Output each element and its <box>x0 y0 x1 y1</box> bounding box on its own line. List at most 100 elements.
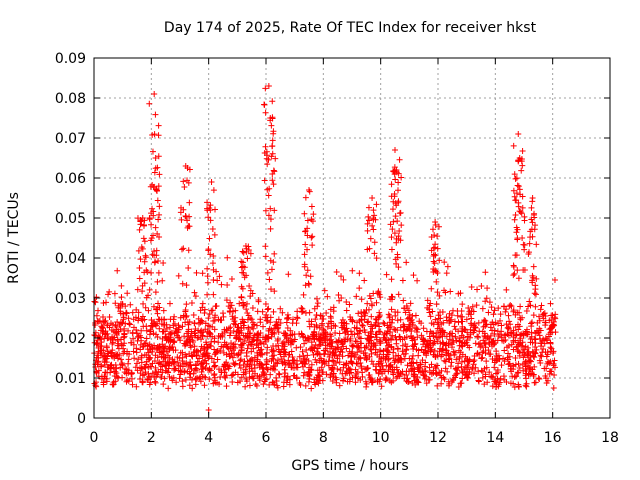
data-point <box>244 255 251 262</box>
data-point <box>224 281 231 288</box>
data-point <box>436 315 443 322</box>
data-point <box>294 315 301 322</box>
data-point <box>269 150 276 157</box>
data-point <box>244 310 251 317</box>
data-point <box>332 345 339 352</box>
data-point <box>209 323 216 330</box>
data-point <box>385 356 392 363</box>
data-point <box>218 317 225 324</box>
data-point <box>512 197 519 204</box>
data-point <box>399 277 406 284</box>
data-point <box>431 338 438 345</box>
data-point <box>441 376 448 383</box>
data-point <box>514 348 521 355</box>
data-point <box>516 186 523 193</box>
data-point <box>204 333 211 340</box>
data-point <box>475 377 482 384</box>
data-point <box>403 302 410 309</box>
data-point <box>221 369 228 376</box>
data-point <box>279 358 286 365</box>
data-point <box>181 342 188 349</box>
data-point <box>420 349 427 356</box>
data-point <box>118 294 125 301</box>
data-point <box>126 320 133 327</box>
data-point <box>465 304 472 311</box>
data-point <box>299 348 306 355</box>
data-point <box>139 245 146 252</box>
data-point <box>154 343 161 350</box>
data-point <box>177 349 184 356</box>
data-point <box>206 311 213 318</box>
data-point <box>434 338 441 345</box>
data-point <box>489 343 496 350</box>
data-point <box>262 334 269 341</box>
data-point <box>394 327 401 334</box>
data-point <box>152 224 159 231</box>
data-point <box>155 300 162 307</box>
data-point <box>377 329 384 336</box>
data-point <box>240 324 247 331</box>
data-point <box>388 379 395 386</box>
data-point <box>97 347 104 354</box>
data-point <box>336 382 343 389</box>
data-point <box>437 340 444 347</box>
data-point <box>286 360 293 367</box>
data-point <box>352 379 359 386</box>
data-point <box>444 368 451 375</box>
data-point <box>482 269 489 276</box>
data-point <box>268 326 275 333</box>
data-point <box>160 260 167 267</box>
data-point <box>352 373 359 380</box>
data-point <box>166 324 173 331</box>
data-point <box>303 272 310 279</box>
data-point <box>437 309 444 316</box>
data-point <box>302 356 309 363</box>
data-point <box>305 280 312 287</box>
data-point <box>267 257 274 264</box>
data-point <box>151 91 158 97</box>
data-point <box>138 352 145 359</box>
data-point <box>154 278 161 285</box>
data-point <box>135 247 142 254</box>
data-point <box>150 208 157 215</box>
data-point <box>126 321 133 328</box>
data-point <box>358 348 365 355</box>
data-point <box>230 320 237 327</box>
data-point <box>468 315 475 322</box>
data-point <box>286 381 293 388</box>
data-point <box>155 122 162 129</box>
data-point <box>175 272 182 279</box>
data-point <box>262 243 269 250</box>
data-point <box>365 372 372 379</box>
data-point <box>393 167 400 173</box>
data-point <box>388 319 395 326</box>
data-point <box>226 332 233 339</box>
data-point <box>396 156 403 163</box>
data-point <box>511 171 518 178</box>
data-point <box>222 374 229 381</box>
data-point <box>109 340 116 347</box>
data-point <box>368 321 375 328</box>
x-tick-label: 14 <box>486 430 504 446</box>
data-point <box>119 300 126 307</box>
data-point <box>264 306 271 313</box>
data-point <box>218 281 225 288</box>
data-point <box>395 291 402 298</box>
data-point <box>514 369 521 376</box>
data-point <box>333 269 340 276</box>
data-point <box>505 325 512 332</box>
data-point <box>365 204 372 211</box>
data-point <box>538 340 545 347</box>
data-point <box>160 321 167 328</box>
data-point <box>392 357 399 364</box>
data-point <box>257 316 264 323</box>
data-point <box>312 316 319 323</box>
data-point <box>270 259 277 266</box>
data-point <box>104 321 111 328</box>
data-point <box>111 290 118 297</box>
data-point <box>431 347 438 354</box>
data-point <box>377 376 384 383</box>
y-tick-label: 0.06 <box>55 171 86 187</box>
x-tick-label: 2 <box>147 430 156 446</box>
data-point <box>415 347 422 354</box>
